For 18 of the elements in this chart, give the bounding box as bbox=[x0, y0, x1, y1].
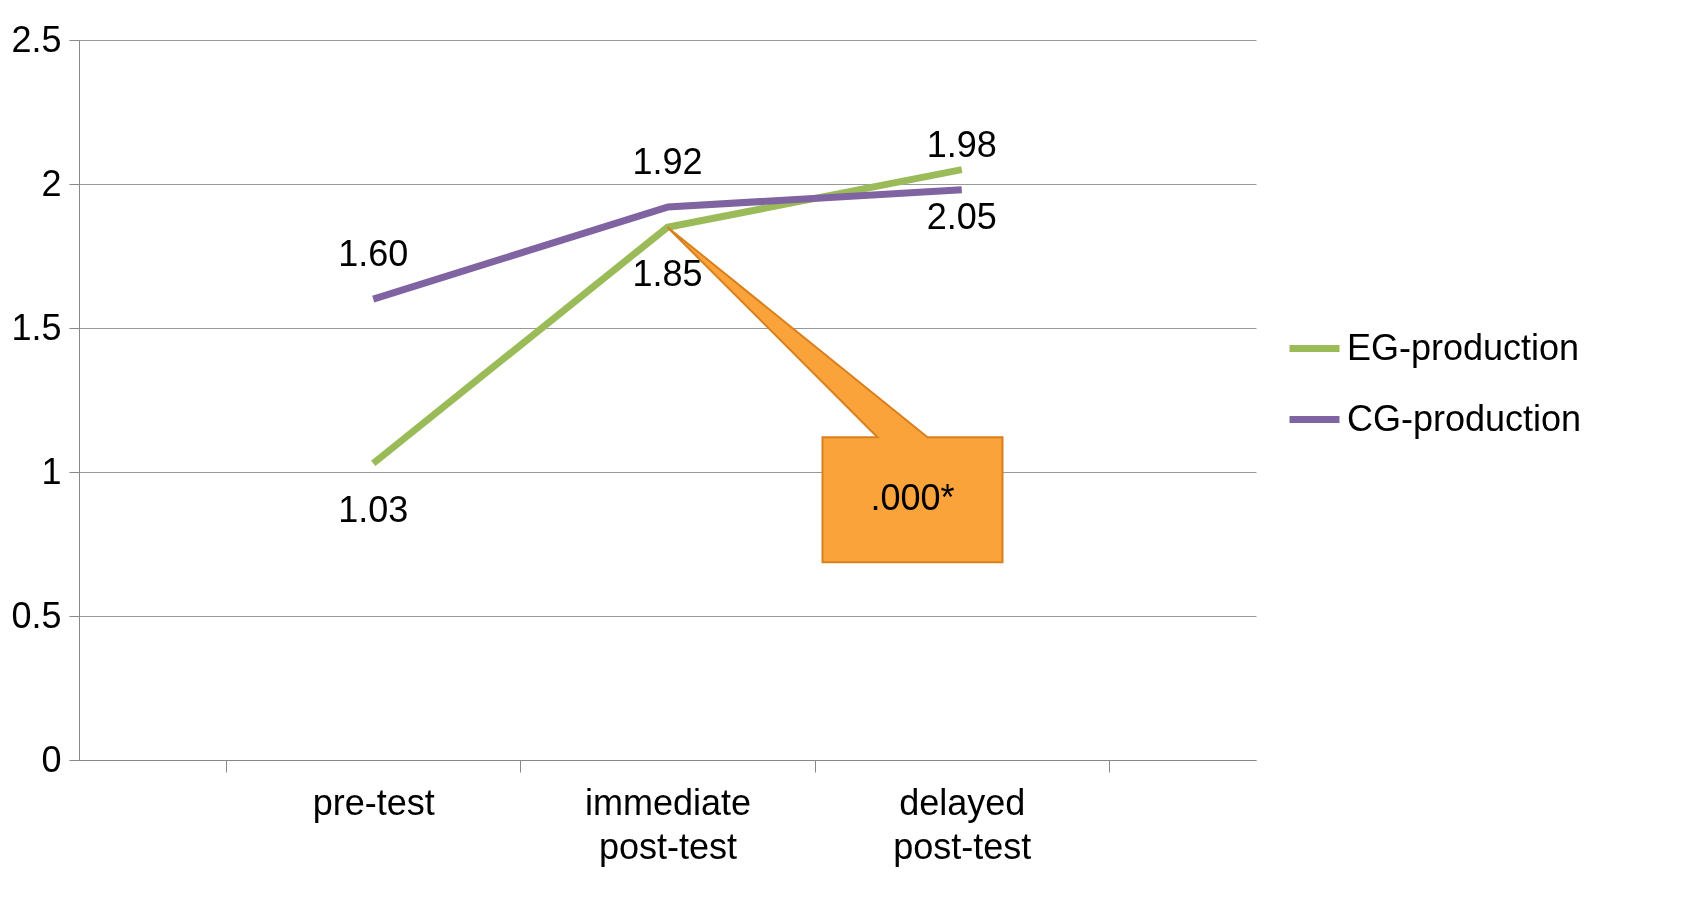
data-label: 2.05 bbox=[926, 195, 997, 237]
y-tick-label: 1 bbox=[41, 450, 62, 492]
legend-label: EG-production bbox=[1347, 326, 1580, 368]
y-tick-label: 0.5 bbox=[11, 594, 62, 636]
data-label: 1.85 bbox=[632, 253, 703, 295]
legend-label: CG-production bbox=[1347, 397, 1582, 439]
y-tick-label: 2.5 bbox=[11, 18, 62, 60]
y-tick-label: 1.5 bbox=[11, 306, 62, 348]
data-label: 1.92 bbox=[632, 141, 703, 183]
x-tick-label: pre-test bbox=[312, 781, 435, 823]
y-tick-label: 2 bbox=[41, 162, 62, 204]
x-tick-label: immediate post-test bbox=[584, 781, 752, 867]
y-tick-label: 0 bbox=[41, 738, 62, 780]
x-tick-label: delayed post-test bbox=[893, 781, 1032, 867]
data-label: 1.60 bbox=[338, 233, 409, 275]
data-label: 1.03 bbox=[338, 489, 409, 531]
annotation: .000* bbox=[870, 477, 955, 519]
data-label: 1.98 bbox=[926, 123, 997, 165]
